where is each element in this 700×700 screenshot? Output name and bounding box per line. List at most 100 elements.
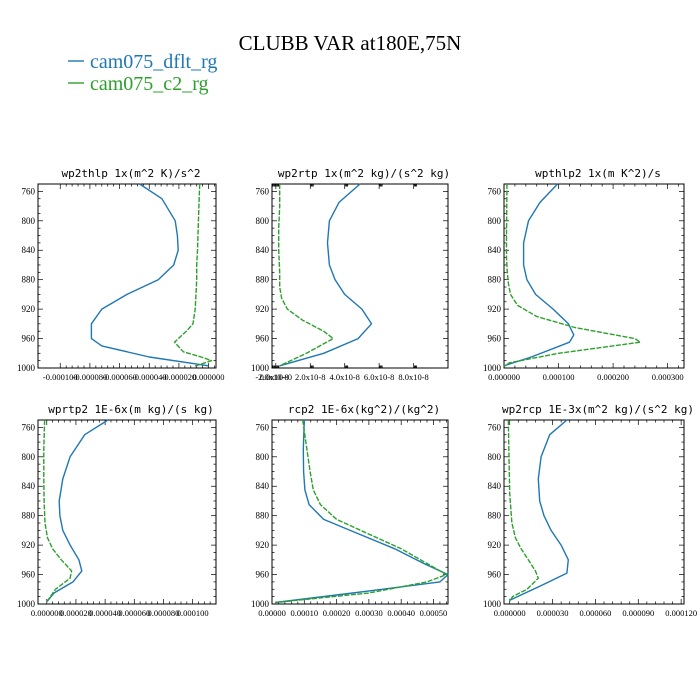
y-tick-label: 960 <box>22 570 36 580</box>
x-tick-label: 0.000100 <box>543 372 575 382</box>
series-line-c2 <box>173 183 213 368</box>
y-tick-label: 760 <box>256 422 270 432</box>
y-tick-label: 800 <box>22 452 36 462</box>
y-tick-label: 800 <box>256 452 270 462</box>
y-tick-label: 960 <box>256 570 270 580</box>
series-line-dflt <box>275 419 449 604</box>
y-tick-label: 960 <box>488 334 502 344</box>
series-line-dflt <box>279 183 373 367</box>
y-tick-label: 800 <box>22 216 36 226</box>
plot-frame <box>503 419 685 605</box>
y-tick-label: 960 <box>22 334 36 344</box>
panel-title: wp2rtp 1x(m^2 kg)/(s^2 kg) <box>278 167 450 180</box>
series-line-dflt <box>503 183 575 367</box>
y-tick-label: 840 <box>22 245 36 255</box>
plot-frame <box>271 419 449 605</box>
x-tick-label: 0.000000 <box>193 372 225 382</box>
y-tick-label: 960 <box>256 334 270 344</box>
panel-title: wp2rcp 1E-3x(m^2 kg)/(s^2 kg) <box>502 403 694 416</box>
y-tick-label: 840 <box>256 481 270 491</box>
y-tick-label: 880 <box>488 275 502 285</box>
x-tick-label: 0.00000 <box>258 608 286 618</box>
plot-frame <box>271 183 449 369</box>
x-tick-label: 0.000080 <box>148 608 180 618</box>
series-line-c2 <box>278 184 334 367</box>
y-tick-label: 760 <box>488 186 502 196</box>
y-tick-label: 760 <box>22 186 36 196</box>
panel-5: rcp2 1E-6x(kg^2)/(kg^2) 760 800 840 880 920 96… <box>251 403 449 618</box>
x-tick-label: -0.000100 <box>43 372 78 382</box>
panel-3: wpthlp2 1x(m K^2)/s 760 800 840 880 920 960 100… <box>483 167 685 382</box>
y-tick-label: 760 <box>488 422 502 432</box>
legend: cam075_dflt_rg cam075_c2_rg <box>68 51 217 95</box>
x-tick-label: 0.00020 <box>323 608 351 618</box>
y-tick-label: 1000 <box>483 599 502 609</box>
plot-frame <box>37 419 217 605</box>
y-tick-label: 920 <box>22 540 36 550</box>
x-tick-label: 0.000060 <box>118 608 150 618</box>
x-tick-label: 0.000040 <box>89 608 121 618</box>
panel-title: wpthlp2 1x(m K^2)/s <box>535 167 661 180</box>
x-tick-label: 0.000020 <box>60 608 92 618</box>
y-tick-label: 880 <box>256 275 270 285</box>
x-tick-label: 4.0x10-8 <box>329 372 359 382</box>
panel-4: wprtp2 1E-6x(m kg)/(s kg) 760 800 840 880 920… <box>17 403 217 618</box>
x-tick-label: 0.000030 <box>537 608 569 618</box>
x-tick-label: 0.000090 <box>622 608 654 618</box>
y-tick-label: 1000 <box>483 363 502 373</box>
x-tick-label: 2.0x10-8 <box>295 372 325 382</box>
x-tick-label: 0.00030 <box>355 608 383 618</box>
series-line-dflt <box>90 183 209 367</box>
series-line-c2 <box>43 419 73 603</box>
panel-2: wp2rtp 1x(m^2 kg)/(s^2 kg) 760 800 840 880 92… <box>251 167 450 382</box>
y-tick-label: 800 <box>256 216 270 226</box>
y-tick-label: 920 <box>488 304 502 314</box>
series-line-dflt <box>509 419 569 601</box>
y-tick-label: 880 <box>256 511 270 521</box>
x-tick-label: -0.000020 <box>162 372 197 382</box>
y-tick-label: 880 <box>488 511 502 521</box>
y-tick-label: 920 <box>488 540 502 550</box>
panels: wp2thlp 1x(m^2 K)/s^2 760 800 840 880 920 960 1… <box>17 167 697 618</box>
y-tick-label: 1000 <box>17 363 36 373</box>
x-tick-label: 0.000000 <box>31 608 63 618</box>
panel-title: wprtp2 1E-6x(m kg)/(s kg) <box>48 403 214 416</box>
y-tick-label: 880 <box>22 275 36 285</box>
y-tick-label: 760 <box>22 422 36 432</box>
y-tick-label: 800 <box>488 452 502 462</box>
x-tick-label: -2.0x10-8 <box>255 372 288 382</box>
y-tick-label: 800 <box>488 216 502 226</box>
x-tick-label: 0.000100 <box>177 608 209 618</box>
panel-title: wp2thlp 1x(m^2 K)/s^2 <box>61 167 200 180</box>
x-tick-label: 0.000060 <box>579 608 611 618</box>
x-tick-label: -0.000040 <box>132 372 167 382</box>
x-tick-label: 0.000300 <box>652 372 684 382</box>
x-tick-label: 0.00010 <box>290 608 318 618</box>
x-tick-label: 0.000200 <box>597 372 629 382</box>
y-tick-label: 840 <box>488 245 502 255</box>
plot-frame <box>37 183 217 369</box>
y-tick-label: 1000 <box>17 599 36 609</box>
y-tick-label: 840 <box>22 481 36 491</box>
panel-1: wp2thlp 1x(m^2 K)/s^2 760 800 840 880 920 960 1… <box>17 167 225 382</box>
x-tick-label: 0.00050 <box>420 608 448 618</box>
y-tick-label: 840 <box>256 245 270 255</box>
x-tick-label: 0.0x10+0 <box>260 372 292 382</box>
y-tick-label: 880 <box>22 511 36 521</box>
x-tick-label: -0.000080 <box>73 372 108 382</box>
x-tick-label: 0.000000 <box>488 372 520 382</box>
y-tick-label: 760 <box>256 186 270 196</box>
y-tick-label: 920 <box>256 304 270 314</box>
panel-title: rcp2 1E-6x(kg^2)/(kg^2) <box>288 403 440 416</box>
series-line-c2 <box>507 419 539 602</box>
figure-title: CLUBB VAR at180E,75N <box>239 31 462 55</box>
x-tick-label: -0.000060 <box>102 372 137 382</box>
y-tick-label: 920 <box>22 304 36 314</box>
x-tick-label: 6.0x10-8 <box>364 372 394 382</box>
series-line-dflt <box>46 419 109 603</box>
x-tick-label: 0.00040 <box>387 608 415 618</box>
y-tick-label: 1000 <box>251 363 270 373</box>
panel-6: wp2rcp 1E-3x(m^2 kg)/(s^2 kg)760 800 840 88… <box>483 403 697 618</box>
x-tick-label: 8.0x10-8 <box>398 372 428 382</box>
